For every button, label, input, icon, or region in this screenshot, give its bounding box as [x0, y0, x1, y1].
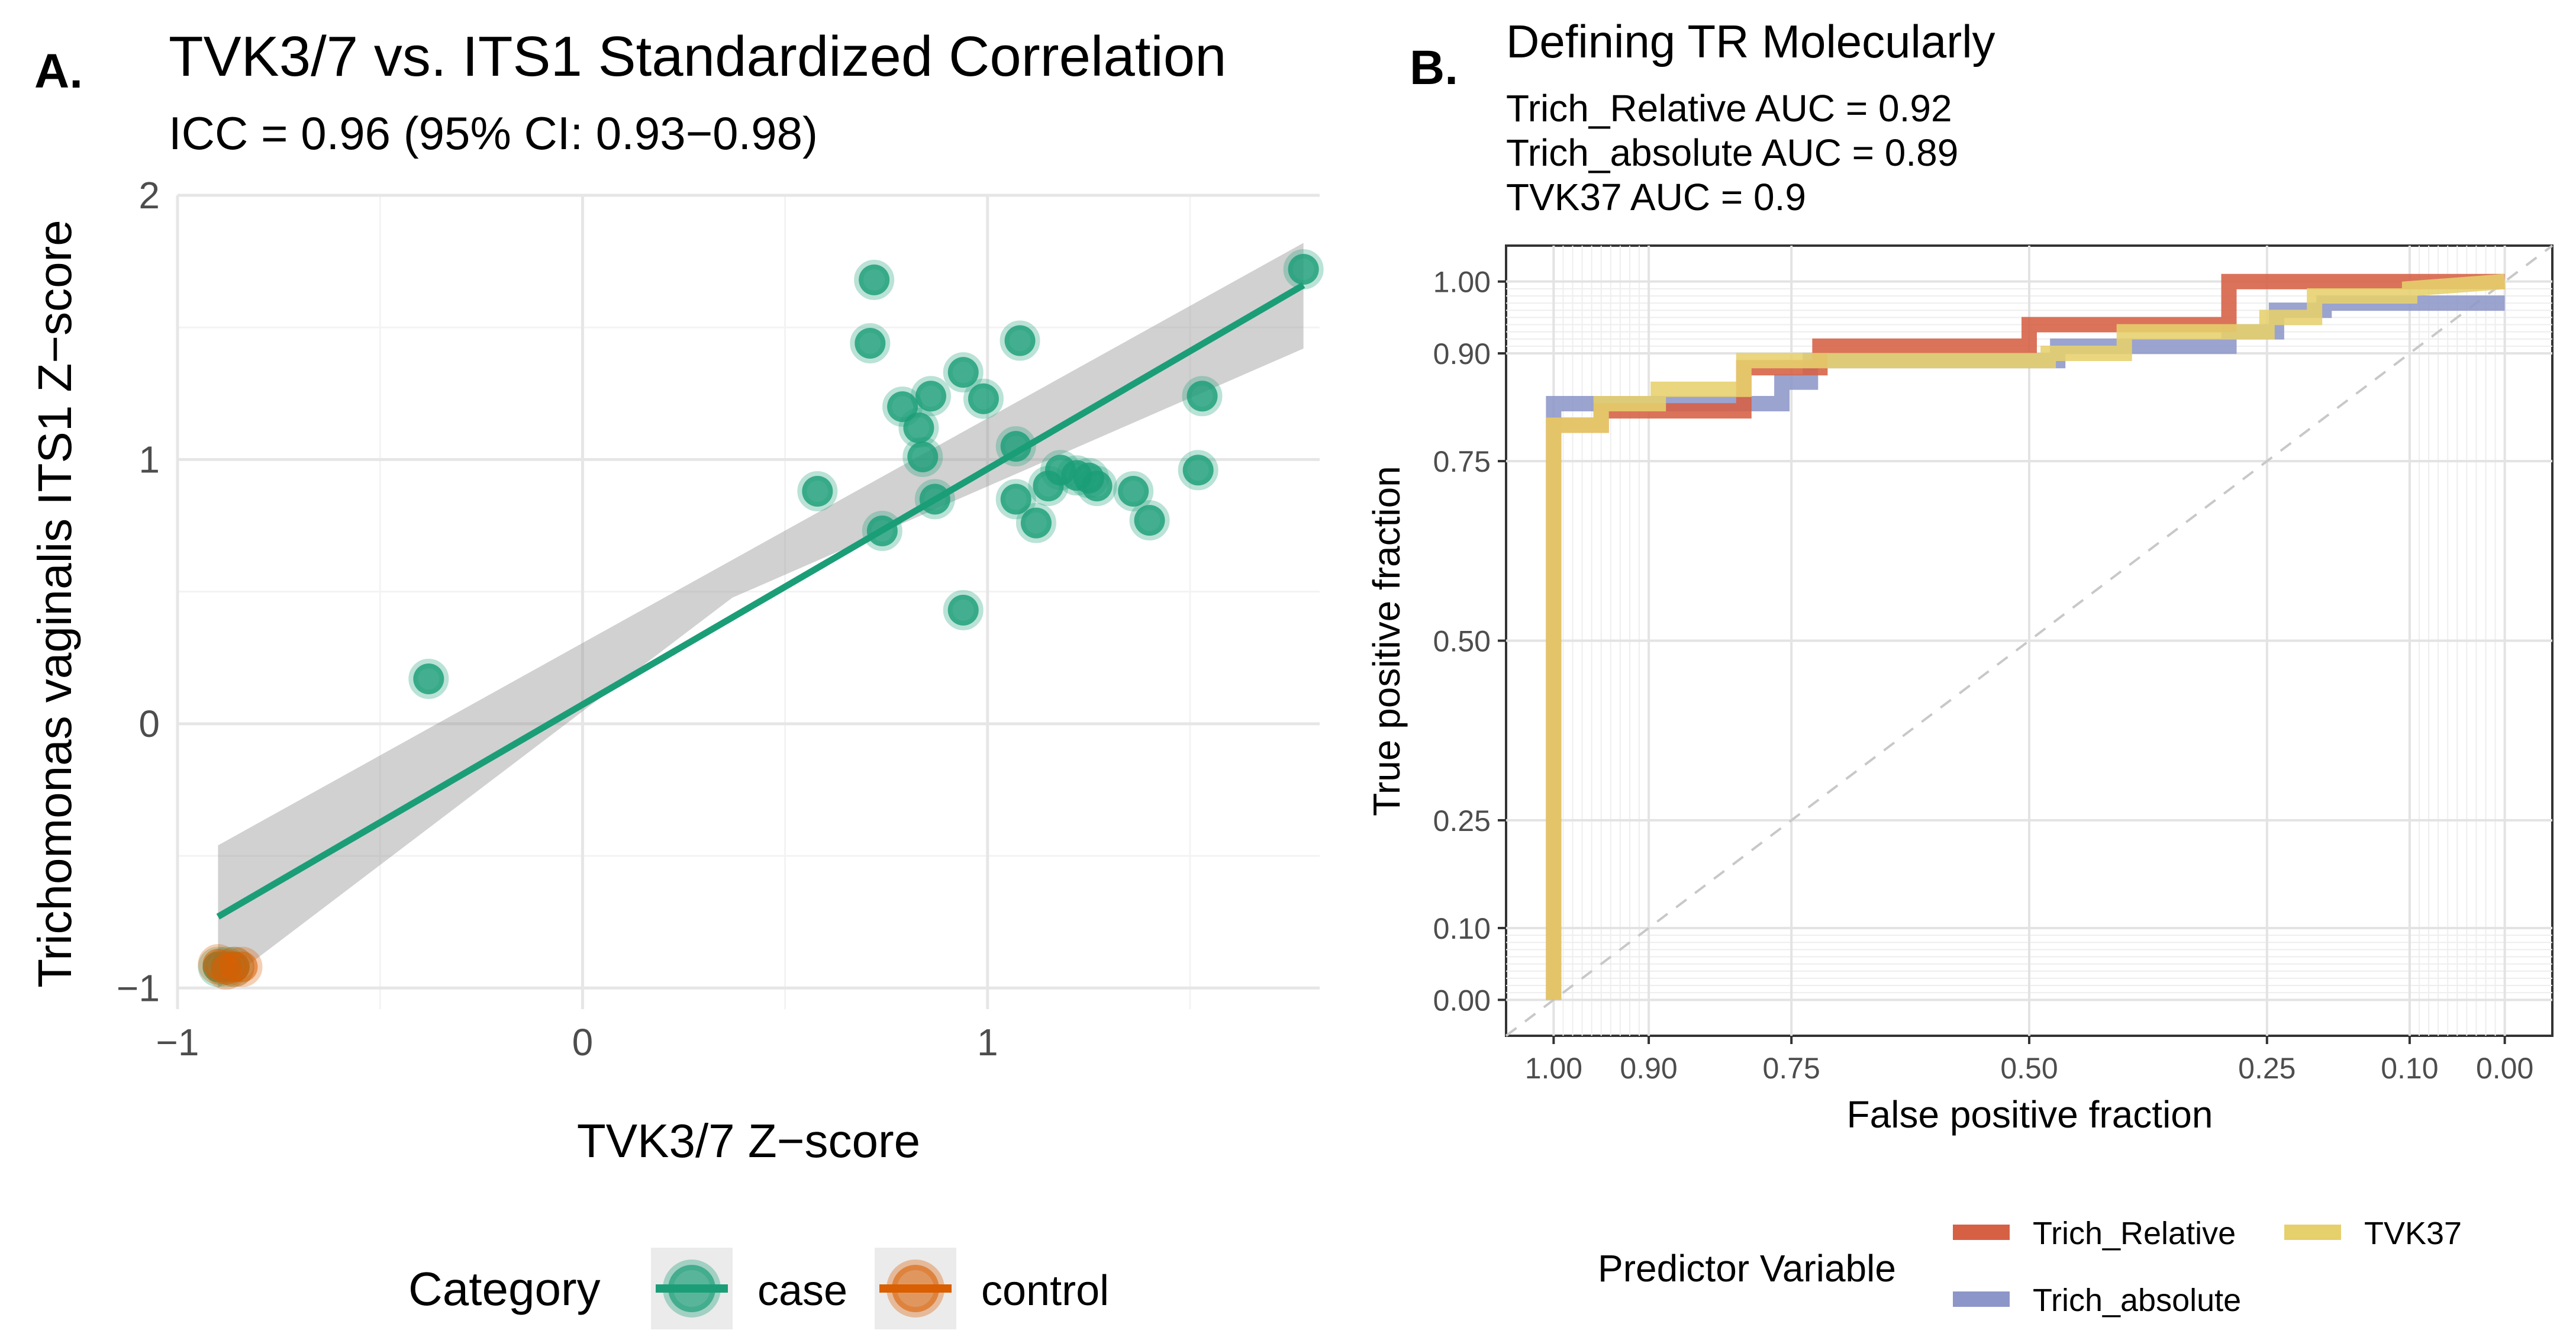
scatter-fit-line [216, 282, 1305, 920]
scatter-regression-line [216, 282, 1305, 920]
roc-y-tick-label: 0.75 [1433, 445, 1491, 478]
scatter-x-tick-label: 0 [572, 1021, 594, 1064]
scatter-point-case [1076, 466, 1117, 507]
scatter-gridlines [176, 194, 1320, 1009]
panel-a-title: TVK3/7 vs. ITS1 Standardized Correlation [169, 25, 1227, 88]
panel-b-title: Defining TR Molecularly [1506, 15, 1995, 67]
panel-a-label: A. [34, 44, 83, 98]
roc-tick-labels: 1.00 0.90 0.75 0.50 0.25 0.10 0.00 1.00 0.90 0.75… [1433, 266, 2534, 1085]
roc-x-tick-label: 0.25 [2238, 1052, 2295, 1085]
scatter-y-tick-label: 1 [138, 438, 160, 481]
roc-x-tick-label: 0.50 [2000, 1052, 2058, 1085]
roc-legend-title: Predictor Variable [1598, 1247, 1896, 1290]
panel-a-subtitle: ICC = 0.96 (95% CI: 0.93−0.98) [169, 107, 818, 159]
legend-label-case: case [757, 1267, 847, 1315]
roc-x-tick-label: 0.75 [1763, 1052, 1820, 1085]
roc-curve-tvk37 [1546, 273, 2506, 1000]
roc-x-tick-label: 1.00 [1525, 1052, 1582, 1085]
auc-line-tvk37: TVK37 AUC = 0.9 [1506, 176, 1806, 218]
scatter-point-case [1015, 502, 1056, 543]
scatter-y-tick-label: −1 [117, 967, 160, 1009]
scatter-point-case [882, 386, 923, 427]
scatter-y-tick-label: 2 [138, 174, 160, 217]
roc-x-axis-label: False positive fraction [1847, 1093, 2213, 1136]
scatter-point-case [902, 436, 943, 477]
scatter-legend-title: Category [408, 1262, 601, 1315]
scatter-point-case [1283, 249, 1324, 289]
auc-line-trich-relative: Trich_Relative AUC = 0.92 [1506, 87, 1952, 130]
panel-b-label: B. [1410, 41, 1458, 95]
roc-y-tick-label: 0.90 [1433, 337, 1491, 371]
scatter-x-tick-label: −1 [156, 1021, 199, 1064]
scatter-point-case [943, 590, 984, 630]
scatter-legend: Category case control [408, 1248, 1109, 1329]
scatter-point-case [1113, 471, 1154, 511]
scatter-point-case [797, 471, 838, 511]
panel-a: A. TVK3/7 vs. ITS1 Standardized Correlat… [28, 25, 1324, 1329]
scatter-point-case [963, 378, 1004, 419]
panel-b: B. Defining TR Molecularly Trich_Relativ… [1365, 15, 2554, 1318]
roc-curves [1546, 273, 2506, 1000]
scatter-plot-area [178, 195, 1320, 1009]
scatter-point-control [198, 944, 238, 985]
scatter-x-axis-label: TVK3/7 Z−score [577, 1114, 920, 1167]
roc-y-tick-label: 1.00 [1433, 266, 1491, 299]
scatter-point-case [408, 658, 449, 699]
scatter-x-tick-label: 1 [977, 1021, 998, 1064]
legend-label-trich-absolute: Trich_absolute [2033, 1283, 2241, 1318]
roc-reference-diagonal [1505, 244, 2554, 1037]
scatter-point-case [914, 479, 955, 520]
roc-x-tick-label: 0.90 [1620, 1052, 1677, 1085]
scatter-confidence-band-area [218, 243, 1304, 988]
legend-label-trich-relative: Trich_Relative [2033, 1216, 2236, 1251]
scatter-point-case [1178, 450, 1218, 491]
scatter-point-case [1182, 376, 1223, 417]
roc-y-axis-label: True positive fraction [1365, 466, 1408, 816]
roc-gridlines [1498, 246, 2552, 1044]
scatter-point-case [850, 323, 891, 363]
scatter-points [198, 249, 1324, 990]
legend-label-tvk37: TVK37 [2364, 1216, 2462, 1251]
scatter-confidence-band [218, 243, 1304, 988]
scatter-tick-labels: −1 0 1 −1 0 1 2 [117, 174, 998, 1064]
legend-label-control: control [981, 1267, 1109, 1315]
roc-x-tick-label: 0.10 [2381, 1052, 2438, 1085]
roc-y-tick-label: 0.10 [1433, 912, 1491, 945]
scatter-point-case [995, 426, 1036, 467]
roc-y-tick-label: 0.00 [1433, 984, 1491, 1017]
scatter-point-case [995, 479, 1036, 520]
scatter-y-tick-label: 0 [138, 703, 160, 745]
auc-line-trich-absolute: Trich_absolute AUC = 0.89 [1506, 131, 1958, 174]
scatter-point-case [854, 259, 895, 300]
scatter-point-case [943, 352, 984, 393]
scatter-y-axis-label: Trichomonas vaginalis ITS1 Z−score [28, 220, 81, 988]
scatter-point-case [1000, 320, 1040, 361]
scatter-point-case [1129, 500, 1170, 541]
roc-legend: Predictor Variable Trich_Relative Trich_… [1598, 1216, 2462, 1318]
roc-y-tick-label: 0.25 [1433, 804, 1491, 838]
roc-diagonal-line [1505, 244, 2554, 1037]
scatter-point-case [1028, 466, 1069, 507]
scatter-point-case [910, 376, 951, 417]
roc-y-tick-label: 0.50 [1433, 625, 1491, 658]
scatter-point-case [862, 510, 902, 551]
roc-x-tick-label: 0.00 [2476, 1052, 2533, 1085]
